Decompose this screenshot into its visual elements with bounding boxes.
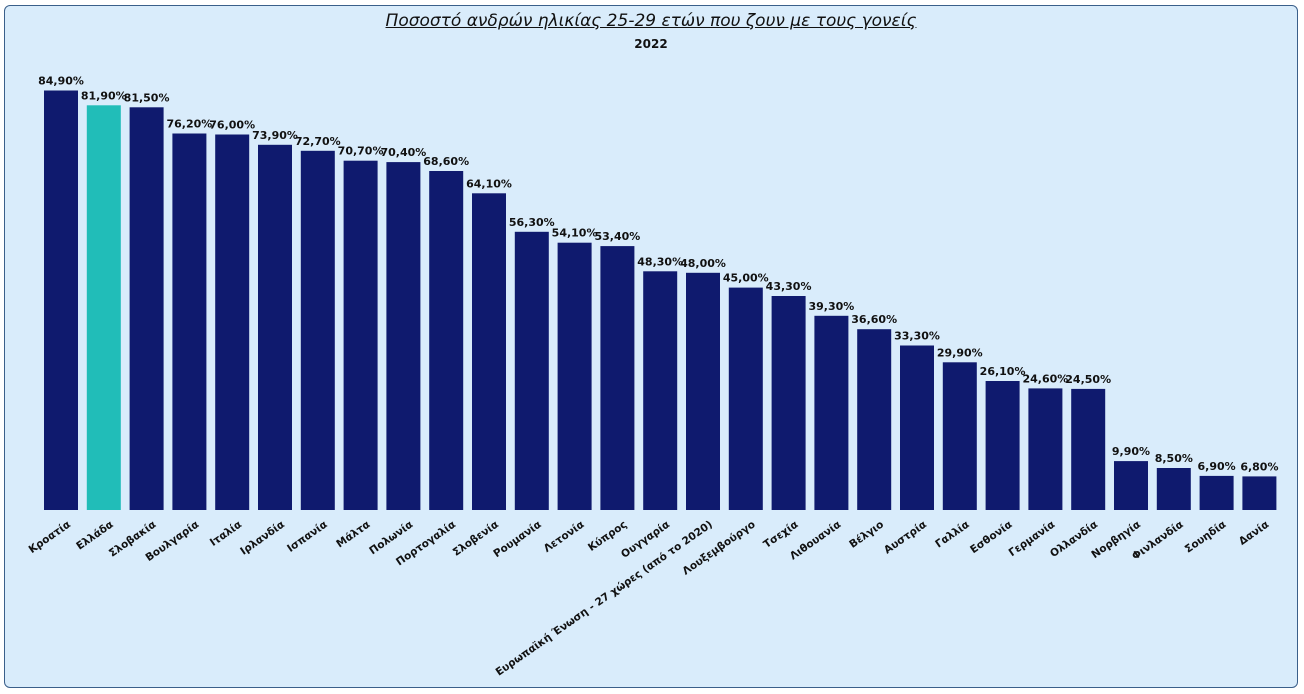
value-label-7: 70,70% (338, 145, 384, 158)
value-label-1: 81,90% (81, 89, 127, 102)
bar-27 (1199, 475, 1234, 510)
category-label-12: Λετονία (542, 519, 587, 555)
bar-4 (215, 134, 250, 510)
bar-26 (1156, 468, 1191, 510)
value-label-2: 81,50% (124, 91, 170, 104)
value-label-16: 45,00% (723, 272, 769, 285)
bar-21 (942, 362, 977, 510)
category-label-16: Λουξεμβούργο (680, 519, 757, 578)
value-label-20: 33,30% (894, 330, 940, 343)
value-label-4: 76,00% (209, 119, 255, 132)
value-label-3: 76,20% (166, 118, 212, 131)
value-label-22: 26,10% (980, 365, 1026, 378)
bar-18 (814, 315, 849, 510)
value-label-13: 53,40% (594, 230, 640, 243)
value-label-11: 56,30% (509, 216, 555, 229)
category-label-6: Ισπανία (285, 519, 330, 555)
value-label-18: 39,30% (808, 300, 854, 313)
value-label-17: 43,30% (766, 280, 812, 293)
bar-22 (985, 381, 1020, 510)
bar-1 (86, 105, 121, 511)
category-label-7: Μάλτα (334, 519, 372, 551)
value-label-24: 24,50% (1065, 373, 1111, 386)
bar-7 (343, 160, 378, 510)
category-label-20: Αυστρία (882, 519, 929, 557)
bar-0 (44, 90, 78, 510)
bar-3 (172, 133, 207, 510)
bar-16 (728, 287, 763, 510)
category-label-5: Ιρλανδία (238, 519, 287, 558)
value-label-6: 72,70% (295, 135, 341, 148)
value-label-14: 48,30% (637, 255, 683, 268)
value-label-27: 6,90% (1198, 460, 1236, 473)
bar-8 (386, 162, 421, 510)
value-label-15: 48,00% (680, 257, 726, 270)
chart-title: Ποσοστό ανδρών ηλικίας 25-29 ετών που ζο… (385, 11, 917, 31)
bar-24 (1071, 388, 1106, 510)
value-label-5: 73,90% (252, 129, 298, 142)
bar-6 (300, 150, 335, 511)
chart-subtitle: 2022 (634, 37, 668, 51)
bar-10 (472, 193, 506, 511)
bar-25 (1114, 461, 1148, 510)
bar-13 (600, 246, 635, 510)
category-label-0: Κροατία (27, 519, 73, 556)
bar-5 (258, 144, 292, 511)
value-label-19: 36,60% (851, 313, 897, 326)
bar-28 (1242, 476, 1277, 510)
bar-12 (557, 242, 592, 510)
bar-11 (514, 231, 549, 511)
category-label-19: Βέλγιο (847, 519, 886, 551)
value-label-26: 8,50% (1155, 452, 1193, 465)
category-label-11: Ρουμανία (491, 519, 543, 561)
bar-2 (129, 107, 164, 511)
category-label-21: Γαλλία (933, 519, 971, 551)
bar-9 (429, 171, 464, 510)
bar-23 (1028, 388, 1063, 510)
value-label-9: 68,60% (423, 155, 469, 168)
bar-17 (771, 296, 806, 510)
category-label-28: Δανία (1237, 519, 1272, 548)
value-label-12: 54,10% (552, 227, 598, 240)
bar-19 (857, 329, 892, 510)
chart-frame: Ποσοστό ανδρών ηλικίας 25-29 ετών που ζο… (4, 5, 1298, 688)
bar-20 (900, 345, 934, 510)
bar-14 (643, 271, 678, 510)
category-label-17: Τσεχία (761, 519, 800, 551)
value-label-25: 9,90% (1112, 445, 1150, 458)
value-label-21: 29,90% (937, 346, 983, 359)
value-label-23: 24,60% (1022, 372, 1068, 385)
value-label-0: 84,90% (38, 75, 84, 88)
bar-chart: 84,90%Κροατία81,90%Ελλάδα81,50%Σλοβακία7… (27, 75, 1279, 679)
value-label-28: 6,80% (1240, 460, 1278, 473)
category-label-4: Ιταλία (208, 519, 244, 549)
value-label-8: 70,40% (380, 146, 426, 159)
bar-15 (686, 272, 720, 510)
category-label-27: Σουηδία (1183, 519, 1229, 556)
value-label-10: 64,10% (466, 177, 512, 190)
